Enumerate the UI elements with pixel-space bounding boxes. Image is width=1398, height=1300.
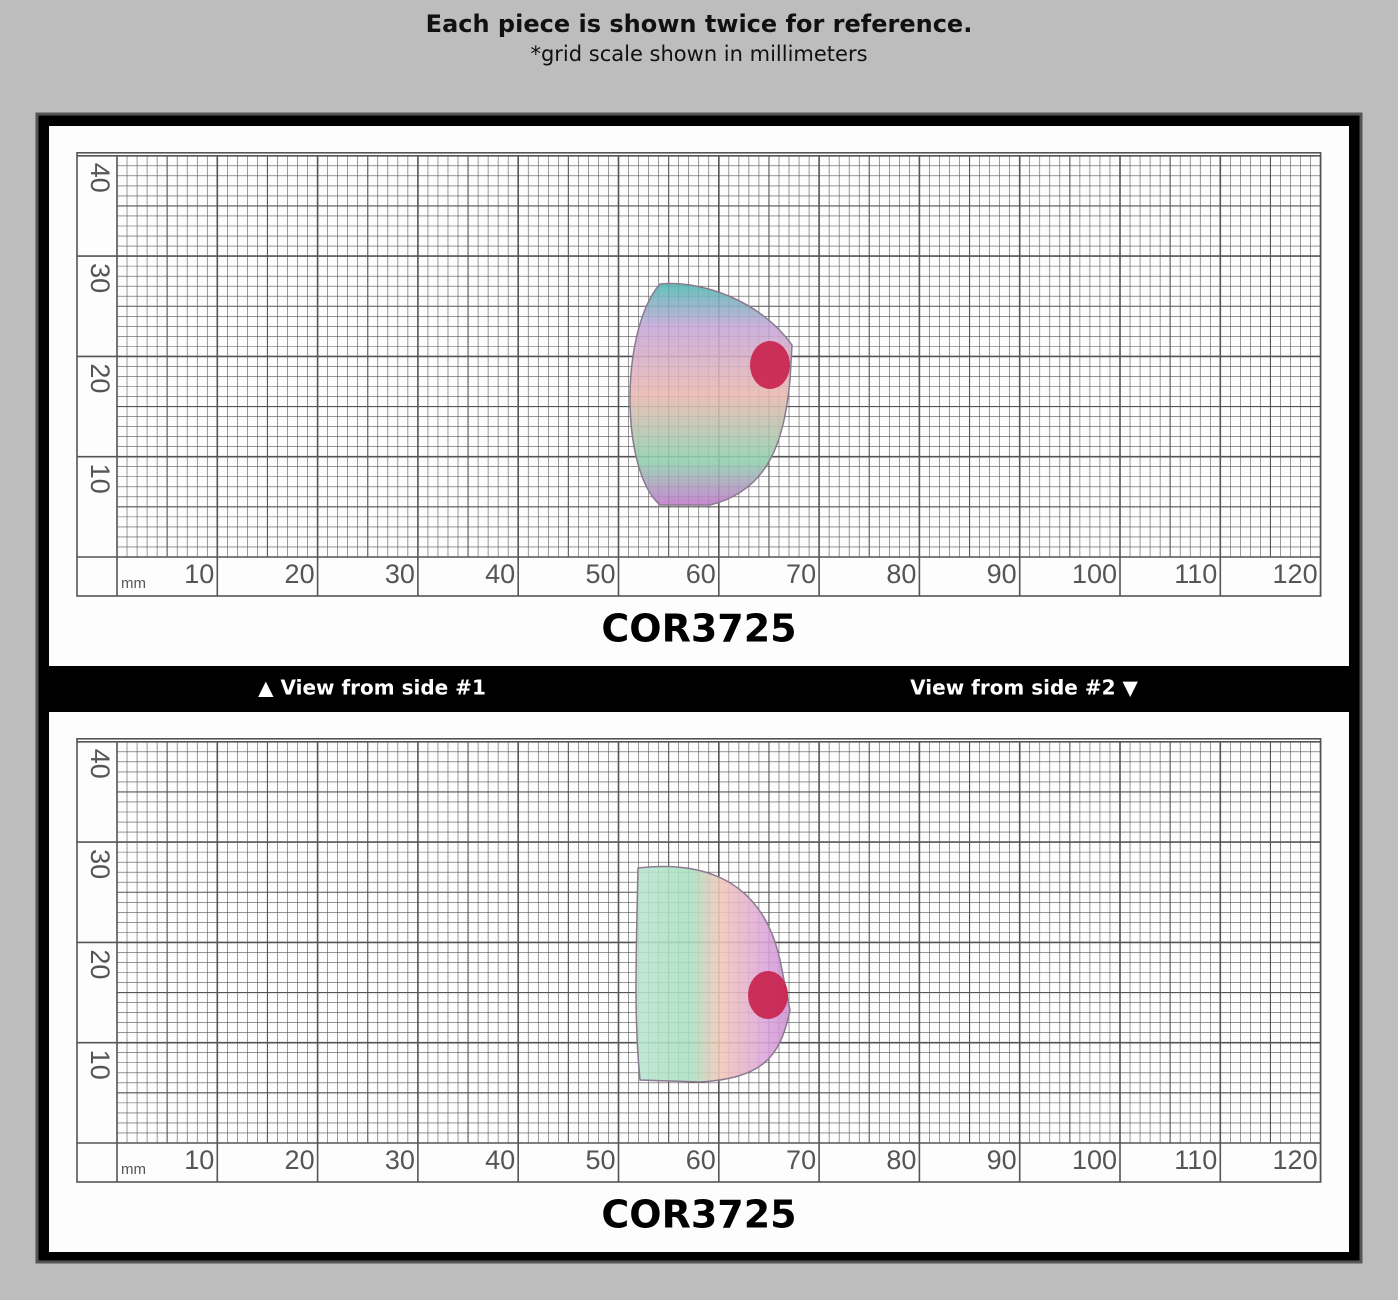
x-scale-label: 80 <box>886 1145 916 1175</box>
x-scale-label: 110 <box>1174 559 1217 589</box>
y-scale-label: 20 <box>85 949 115 979</box>
stone-inclusion <box>748 971 788 1019</box>
x-scale-label: 100 <box>1072 1145 1117 1175</box>
grid-border <box>76 152 1322 597</box>
caption: ▲ View from side #1 <box>258 676 486 700</box>
panels: mm 10 20 30 40 50 60 70 80 90 100 110 120 10 20 30 40 COR… <box>49 126 1349 1252</box>
subtitle: *grid scale shown in millimeters <box>530 42 867 66</box>
x-scale-label: 30 <box>385 559 415 589</box>
x-scale-label: 30 <box>385 1145 415 1175</box>
x-scale-label: 120 <box>1273 559 1318 589</box>
x-scale-label: 90 <box>987 559 1017 589</box>
stone-inclusion <box>750 341 790 389</box>
grid-border <box>76 738 1322 1183</box>
x-scale-label: 20 <box>285 559 315 589</box>
y-scale-label: 20 <box>85 363 115 393</box>
x-scale-label: 110 <box>1174 1145 1217 1175</box>
unit-label: mm <box>121 575 146 592</box>
x-scale-label: 50 <box>585 1145 615 1175</box>
x-scale-label: 40 <box>485 1145 515 1175</box>
x-scale-label: 100 <box>1072 559 1117 589</box>
y-scale-label: 10 <box>85 464 115 494</box>
x-scale-label: 120 <box>1273 1145 1318 1175</box>
panel: mm 10 20 30 40 50 60 70 80 90 100 110 120 10 20 30 40 COR… <box>49 712 1349 1252</box>
y-scale-label: 40 <box>85 163 115 193</box>
x-scale-label: 80 <box>886 559 916 589</box>
y-scale-label: 30 <box>85 849 115 879</box>
x-scale-label: 20 <box>285 1145 315 1175</box>
product-code: COR3725 <box>601 1193 796 1237</box>
y-scale-label: 10 <box>85 1050 115 1080</box>
x-scale-label: 70 <box>786 559 816 589</box>
y-scale-label: 30 <box>85 263 115 293</box>
caption: View from side #2 ▼ <box>910 676 1138 700</box>
y-scale-label: 40 <box>85 749 115 779</box>
x-scale-label: 10 <box>184 559 214 589</box>
x-scale-label: 60 <box>686 559 716 589</box>
title: Each piece is shown twice for reference. <box>426 10 973 38</box>
unit-label: mm <box>121 1161 146 1178</box>
x-scale-label: 10 <box>184 1145 214 1175</box>
x-scale-label: 60 <box>686 1145 716 1175</box>
stone <box>635 865 791 1083</box>
x-scale-label: 70 <box>786 1145 816 1175</box>
stone <box>629 282 793 506</box>
x-scale-label: 40 <box>485 559 515 589</box>
x-scale-label: 50 <box>585 559 615 589</box>
product-code: COR3725 <box>601 607 796 651</box>
x-scale-label: 90 <box>987 1145 1017 1175</box>
